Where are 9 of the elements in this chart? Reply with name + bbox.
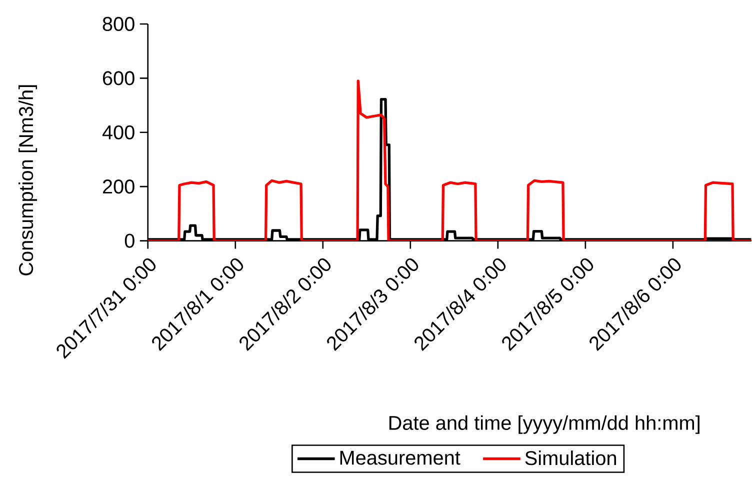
- y-tick-label: 600: [102, 71, 134, 86]
- legend-label: Simulation: [525, 450, 616, 466]
- y-tick-label: 200: [102, 180, 134, 194]
- y-tick-label: 800: [102, 17, 134, 32]
- legend-label: Measurement: [340, 451, 460, 466]
- y-tick-label: 0: [124, 234, 134, 248]
- y-axis-title: Consumption [Nm3/h]: [18, 86, 38, 276]
- y-tick-label: 400: [102, 126, 134, 140]
- x-axis-title: Date and time [yyyy/mm/dd hh:mm]: [389, 416, 700, 434]
